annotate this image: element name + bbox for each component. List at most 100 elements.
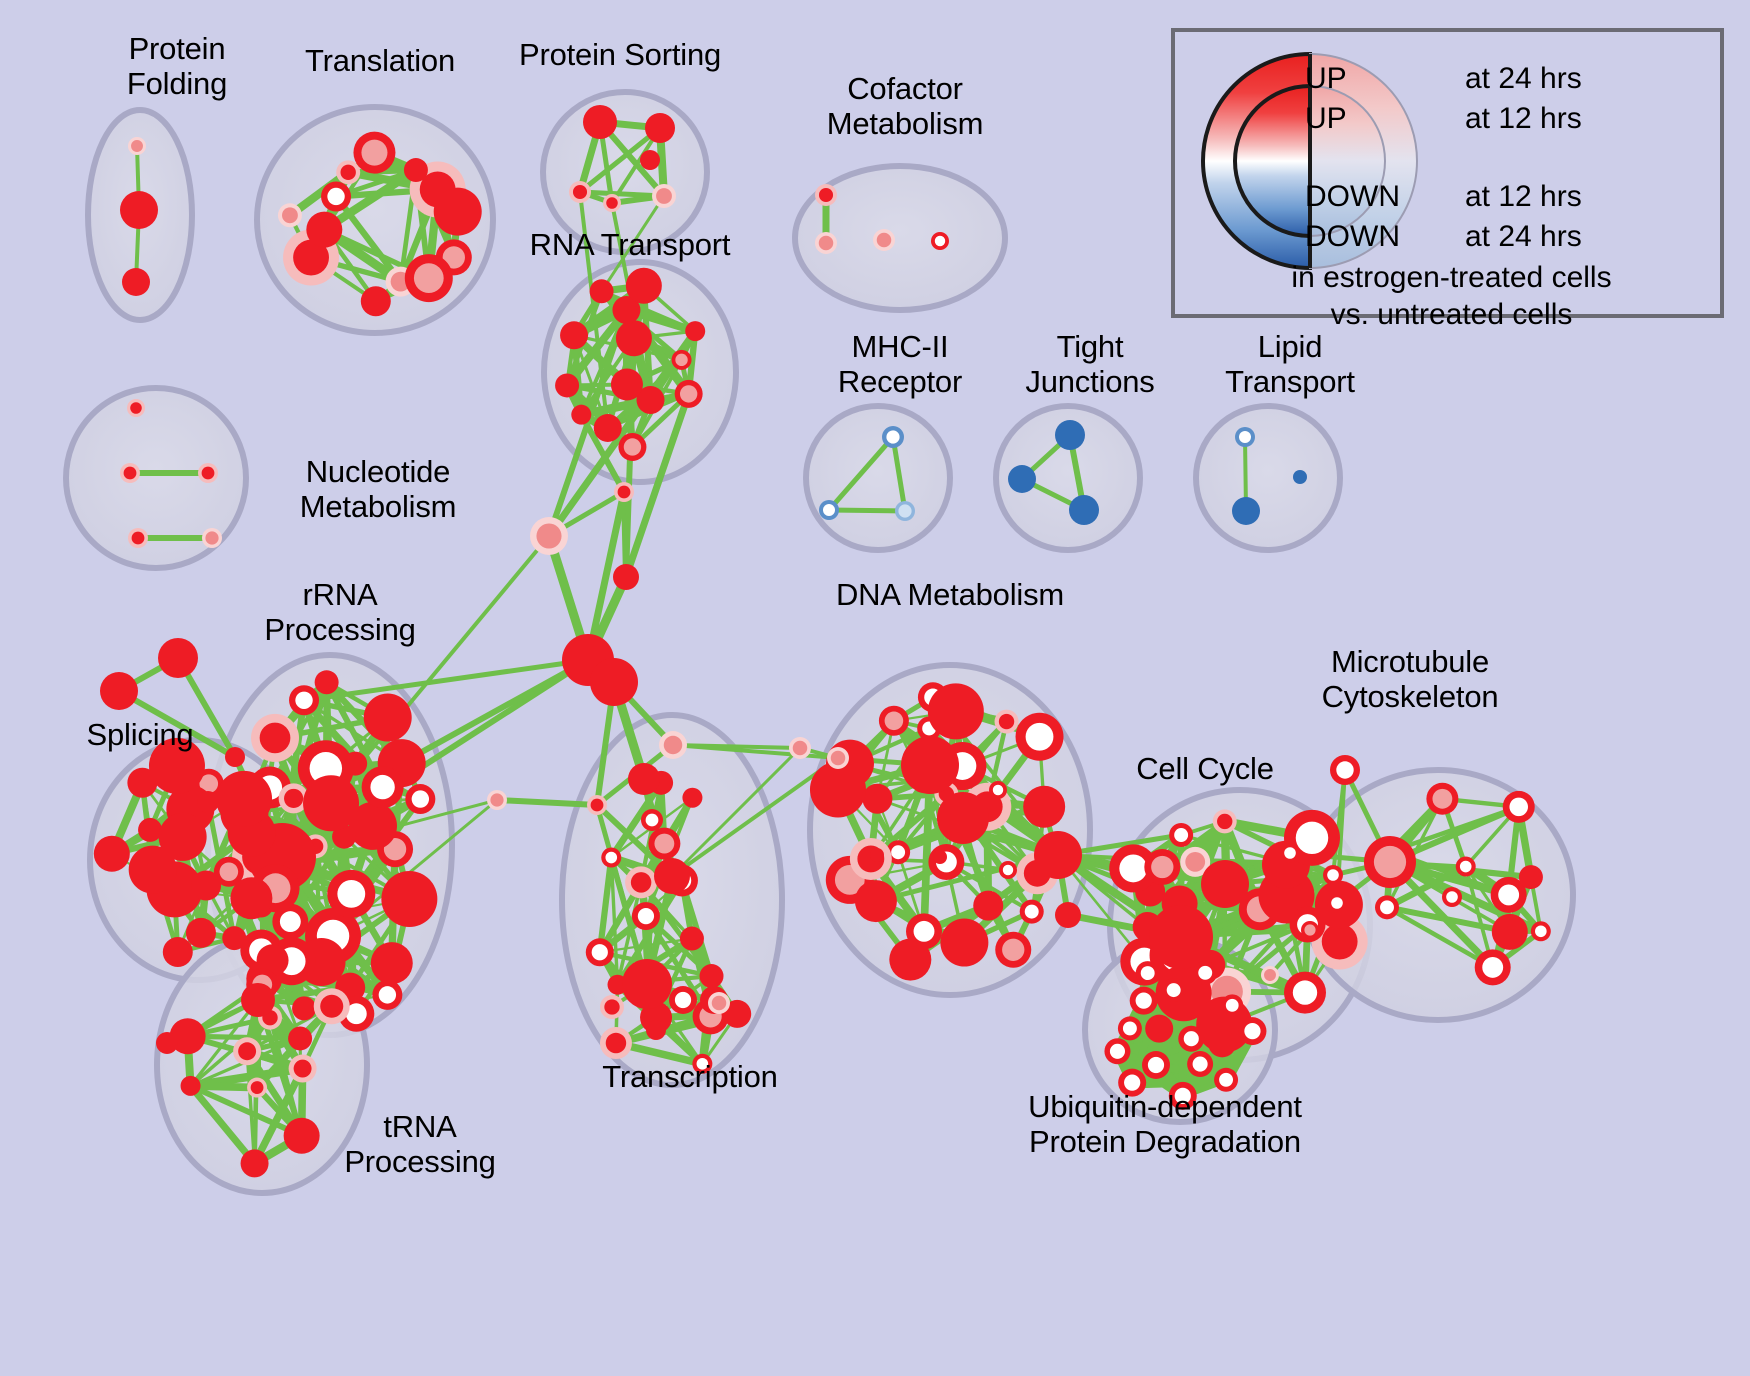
cluster-label-rrna-processing: rRNA Processing [264, 577, 416, 647]
network-node-core [411, 790, 430, 808]
network-node-core [340, 164, 356, 180]
network-nodes [93, 105, 1551, 1178]
network-node [180, 1075, 201, 1096]
network-node-core [1002, 938, 1025, 961]
network-edge [609, 855, 620, 987]
network-edge [577, 125, 663, 195]
cluster-ellipse-nucleotide-metabolism [63, 385, 249, 571]
cluster-label-nucleotide-metabolism: Nucleotide Metabolism [299, 454, 457, 524]
network-node [127, 767, 158, 798]
network-node-core [823, 504, 835, 516]
network-node [571, 404, 592, 425]
legend-state-0: UP [1305, 62, 1347, 95]
network-edge [187, 1082, 259, 1167]
cluster-label-mhc-ii-receptor: MHC-II Receptor [837, 329, 963, 399]
network-node [292, 996, 317, 1021]
network-node-core [1432, 788, 1453, 809]
network-edge [594, 802, 650, 987]
legend-glyph-icon [1201, 51, 1418, 271]
network-node [646, 1020, 666, 1040]
network-edge [596, 854, 615, 956]
cluster-label-tight-junctions: Tight Junctions [1025, 329, 1155, 399]
network-node-core [605, 851, 618, 864]
network-node-core [1147, 1056, 1165, 1074]
network-node-core [378, 986, 397, 1004]
network-edge [607, 779, 665, 861]
network-node [723, 999, 752, 1028]
network-node [433, 187, 482, 236]
network-node-core [1166, 983, 1181, 998]
network-node-core [675, 353, 688, 367]
network-node-core [1109, 1043, 1125, 1059]
network-node-core [591, 944, 608, 961]
network-node [1008, 465, 1036, 493]
network-node-core [370, 774, 395, 800]
network-node-core [663, 735, 683, 755]
network-node [288, 1026, 313, 1051]
network-node-core [604, 999, 620, 1015]
network-node-core [1459, 860, 1472, 873]
network-node-core [1119, 854, 1148, 883]
network-node-core [818, 187, 834, 203]
network-node-core [205, 531, 219, 545]
legend-time-2: at 12 hrs [1465, 180, 1582, 213]
network-node [283, 1117, 320, 1154]
network-node [682, 787, 703, 808]
network-node [589, 279, 614, 304]
network-node [870, 848, 884, 862]
cluster-ellipse-tight-junctions [993, 403, 1143, 553]
network-edge [290, 678, 331, 802]
network-node [593, 413, 622, 442]
network-node [360, 286, 391, 317]
network-node-core [284, 788, 304, 809]
network-node-core [998, 713, 1015, 730]
network-node-core [876, 232, 892, 248]
cluster-label-rna-transport: RNA Transport [529, 227, 731, 262]
network-node [685, 321, 706, 342]
legend-caption: in estrogen-treated cells vs. untreated … [1291, 261, 1612, 331]
cluster-label-cell-cycle: Cell Cycle [1136, 751, 1274, 786]
network-node-core [413, 263, 444, 293]
network-node-core [1002, 864, 1014, 876]
cluster-label-transcription: Transcription [602, 1059, 778, 1094]
network-node-core [637, 907, 655, 925]
network-node [303, 775, 360, 832]
network-edge [116, 688, 238, 760]
network-node-core [913, 920, 935, 942]
network-node [1208, 1029, 1237, 1058]
cluster-label-microtubule-cytoskeleton: Microtubule Cytoskeleton [1321, 644, 1499, 714]
network-node [940, 918, 989, 967]
cluster-label-lipid-transport: Lipid Transport [1225, 329, 1355, 399]
network-node-core [130, 402, 142, 414]
network-node [1232, 497, 1260, 525]
network-node [93, 835, 130, 872]
network-node-core [1025, 722, 1054, 751]
cluster-label-protein-folding: Protein Folding [126, 31, 228, 101]
network-node [625, 267, 662, 304]
network-edge [578, 411, 627, 495]
cluster-ellipse-cofactor-metabolism [792, 163, 1008, 313]
network-node [901, 736, 959, 794]
network-node-core [1321, 923, 1358, 960]
cluster-label-translation: Translation [305, 43, 455, 78]
network-node [1201, 860, 1249, 908]
network-node-core [654, 833, 675, 854]
network-edge [671, 743, 840, 760]
network-node-core [219, 862, 239, 882]
network-edge [398, 657, 591, 767]
network-node [191, 870, 222, 901]
network-node-core [1198, 965, 1213, 980]
cluster-label-ubiquitin-protein-degradation: Ubiquitin-dependent Protein Degradation [1028, 1089, 1302, 1159]
network-node [862, 783, 893, 814]
network-node [615, 320, 652, 357]
network-node [854, 880, 897, 923]
network-node-core [1219, 1072, 1234, 1087]
network-node [628, 763, 660, 795]
network-node [933, 850, 947, 864]
network-node [679, 926, 704, 951]
network-node-core [617, 485, 631, 499]
network-node-core [293, 1059, 312, 1078]
network-node-core [1284, 847, 1296, 859]
network-node [1034, 831, 1082, 879]
network-node-core [1174, 1087, 1191, 1104]
